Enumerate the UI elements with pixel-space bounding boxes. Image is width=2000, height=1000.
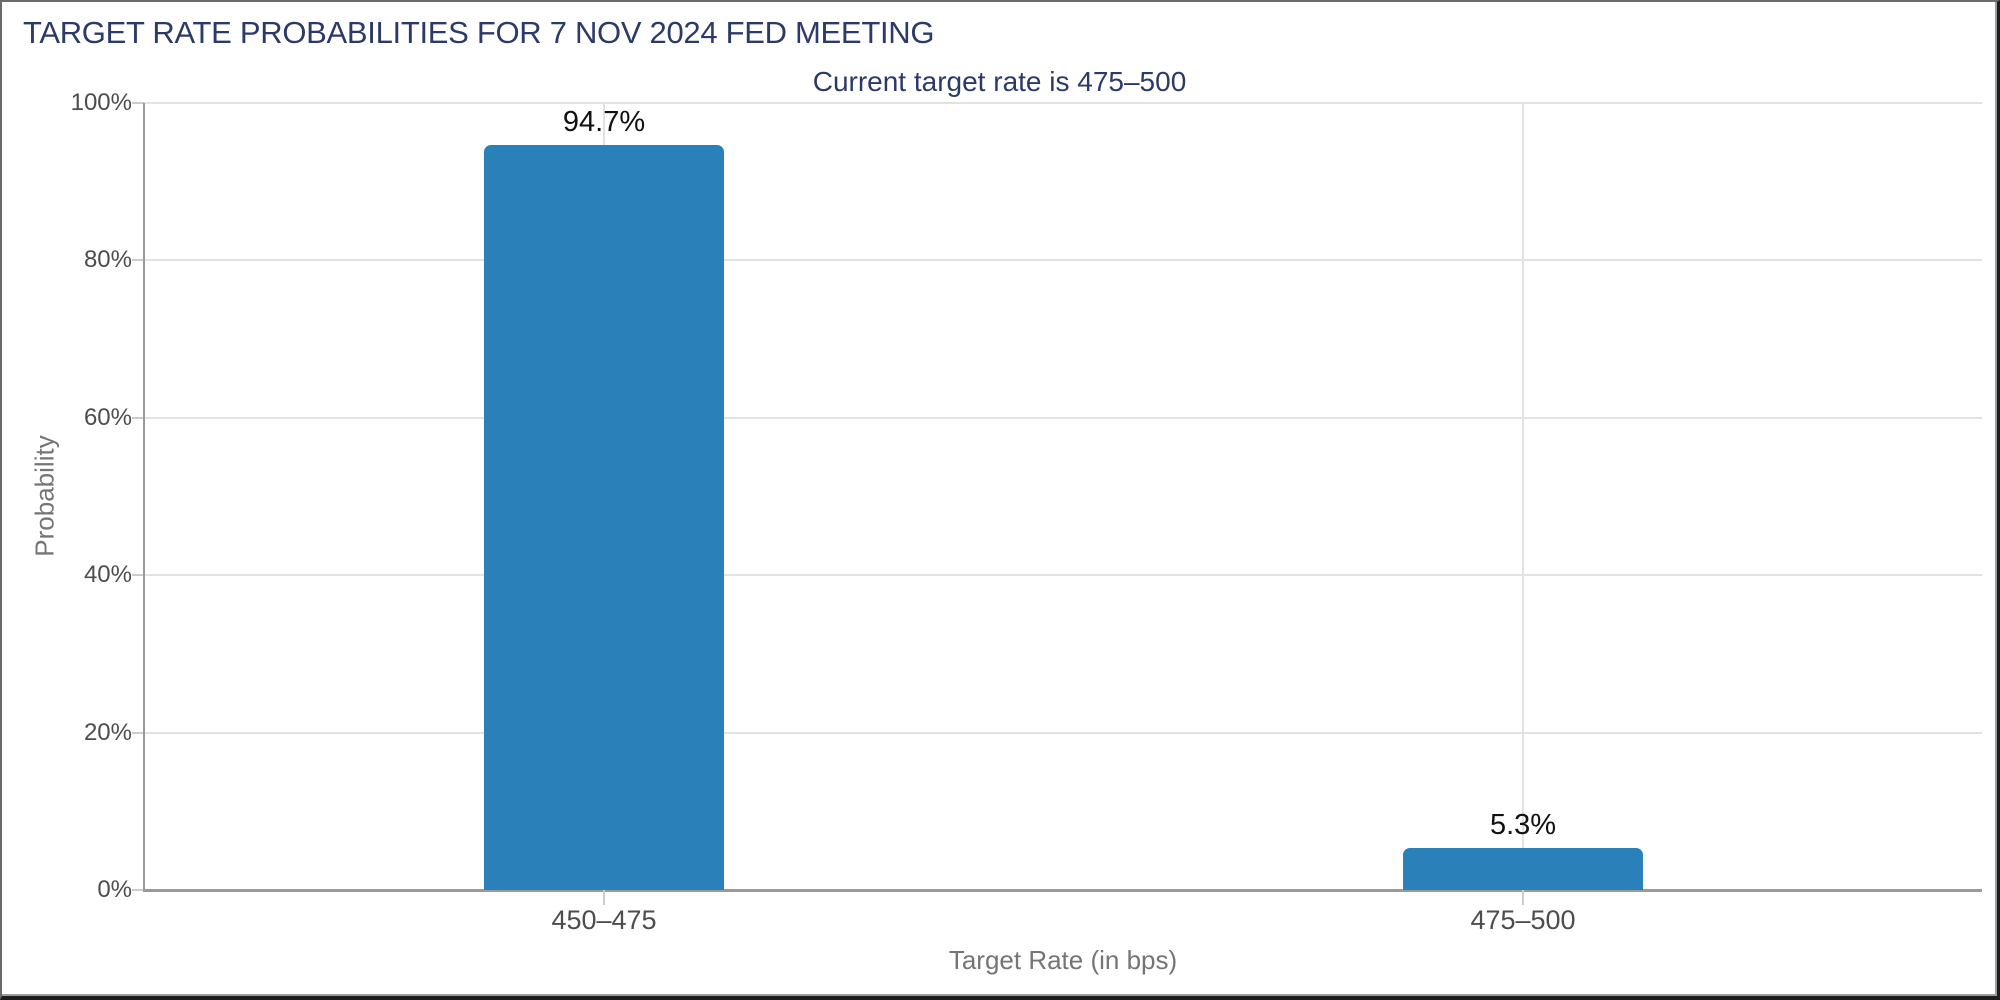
horizontal-gridline <box>144 732 1982 734</box>
y-tick-mark <box>132 102 144 104</box>
y-tick-mark <box>132 889 144 891</box>
probability-bar[interactable] <box>484 145 724 890</box>
y-tick-mark <box>132 574 144 576</box>
bar-value-label: 5.3% <box>1489 809 1557 841</box>
x-axis-line <box>143 889 1982 892</box>
y-tick-label: 40% <box>83 561 132 588</box>
x-tick-mark <box>603 890 605 905</box>
y-axis-title: Probability <box>29 435 60 557</box>
category-label: 475–500 <box>1470 905 1576 935</box>
horizontal-gridline <box>144 574 1982 576</box>
vertical-gridline <box>1522 103 1524 890</box>
x-tick-mark <box>1522 890 1524 905</box>
chart-subtitle: Current target rate is 475–500 <box>812 66 1187 97</box>
probability-bar[interactable] <box>1403 848 1643 890</box>
horizontal-gridline <box>144 102 1982 104</box>
bar-value-label: 94.7% <box>562 106 646 138</box>
category-label: 450–475 <box>551 905 657 935</box>
horizontal-gridline <box>144 417 1982 419</box>
y-tick-mark <box>132 732 144 734</box>
y-tick-mark <box>132 417 144 419</box>
y-tick-label: 80% <box>83 246 132 273</box>
y-axis-line <box>143 103 145 892</box>
y-tick-label: 60% <box>83 404 132 431</box>
chart-title: TARGET RATE PROBABILITIES FOR 7 NOV 2024… <box>23 15 935 50</box>
y-tick-label: 0% <box>97 876 132 903</box>
y-tick-mark <box>132 259 144 261</box>
y-tick-label: 20% <box>83 719 132 746</box>
x-axis-title: Target Rate (in bps) <box>948 945 1178 975</box>
horizontal-gridline <box>144 259 1982 261</box>
y-tick-label: 100% <box>70 89 132 116</box>
